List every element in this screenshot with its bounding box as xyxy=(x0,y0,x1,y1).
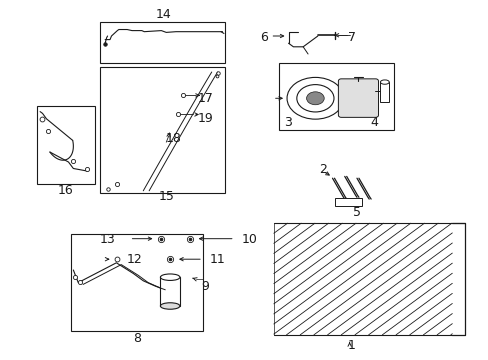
Text: 11: 11 xyxy=(209,253,225,266)
Text: 18: 18 xyxy=(165,132,181,145)
Text: 7: 7 xyxy=(347,31,355,44)
Bar xyxy=(160,277,180,306)
Bar xyxy=(334,198,361,206)
Bar xyxy=(71,234,203,331)
Text: 3: 3 xyxy=(284,116,292,129)
FancyBboxPatch shape xyxy=(338,79,378,117)
Text: 4: 4 xyxy=(369,116,377,129)
Text: 8: 8 xyxy=(133,332,141,345)
Text: 16: 16 xyxy=(58,184,74,197)
Text: 19: 19 xyxy=(197,112,213,125)
Text: 5: 5 xyxy=(352,206,360,219)
Text: 13: 13 xyxy=(100,233,115,246)
Text: 9: 9 xyxy=(201,280,209,293)
Text: 15: 15 xyxy=(158,190,174,203)
Text: 1: 1 xyxy=(347,339,355,352)
Text: 14: 14 xyxy=(156,8,171,21)
Bar xyxy=(37,106,95,184)
Ellipse shape xyxy=(380,80,388,84)
Bar xyxy=(380,82,388,102)
Text: 12: 12 xyxy=(126,253,142,266)
Circle shape xyxy=(306,92,324,105)
Bar xyxy=(100,67,224,193)
Ellipse shape xyxy=(160,274,180,280)
Text: 10: 10 xyxy=(241,233,257,246)
Text: 6: 6 xyxy=(260,31,267,44)
Text: 2: 2 xyxy=(318,163,326,176)
Bar xyxy=(100,22,224,63)
Bar xyxy=(278,63,393,130)
Ellipse shape xyxy=(160,303,180,309)
Text: 17: 17 xyxy=(197,93,213,105)
